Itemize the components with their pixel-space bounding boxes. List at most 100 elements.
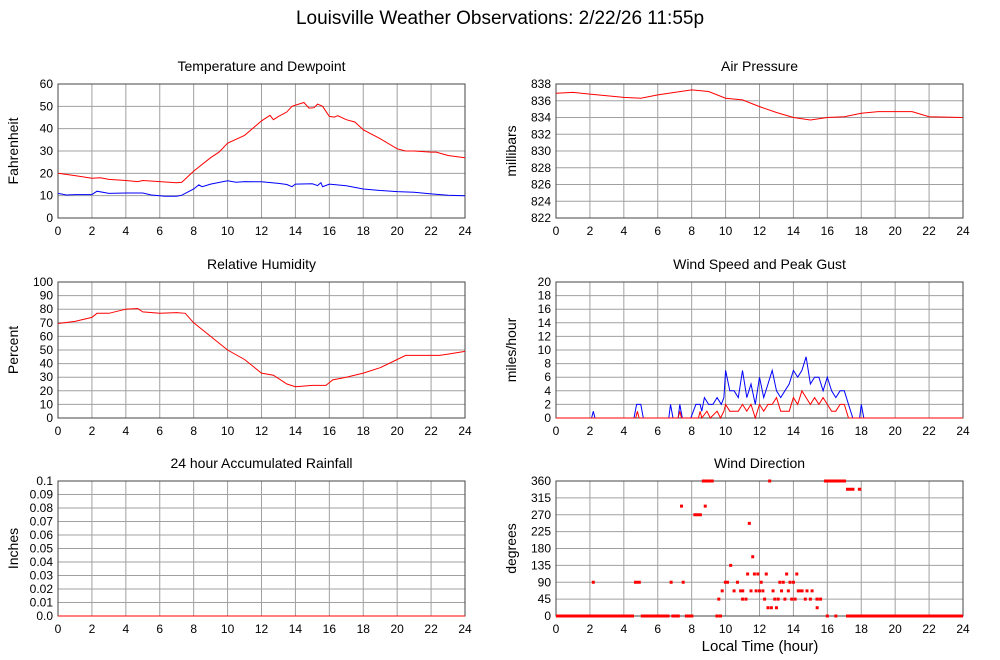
direction-point [783,597,787,601]
x-tick-label: 4 [122,424,129,438]
x-tick-label: 22 [424,622,438,636]
y-tick-label: 20 [40,166,54,180]
direction-run [715,614,719,618]
y-tick-label: 828 [531,161,551,175]
direction-point [764,572,768,576]
x-tick-label: 2 [89,424,96,438]
x-tick-label: 12 [255,224,269,238]
x-tick-label: 6 [654,622,661,636]
direction-point [774,606,778,610]
x-tick-label: 24 [956,424,970,438]
direction-run [796,589,804,593]
direction-point [761,589,765,593]
y-tick-label: 20 [538,275,552,289]
y-tick-label: 6 [544,370,551,384]
y-tick-label: 4 [544,384,551,398]
x-tick-label: 24 [956,622,970,636]
y-tick-label: 135 [531,558,551,572]
y-tick-label: 360 [531,474,551,488]
y-tick-label: 0 [46,211,53,225]
y-tick-label: 0.08 [30,501,54,515]
x-tick-label: 12 [753,622,767,636]
y-tick-label: 0.01 [30,596,54,610]
y-tick-label: 40 [40,122,54,136]
direction-point [749,589,753,593]
x-tick-label: 10 [221,424,235,438]
x-tick-label: 16 [323,622,337,636]
x-tick-label: 12 [255,622,269,636]
direction-point [769,606,773,610]
direction-point [825,614,829,618]
y-tick-label: 830 [531,144,551,158]
x-tick-label: 8 [688,424,695,438]
direction-point [810,589,814,593]
direction-run [845,614,963,618]
direction-point [747,521,751,525]
y-axis-label: Percent [5,326,21,374]
direction-point [795,572,799,576]
y-tick-label: 0.0 [36,609,53,623]
x-tick-label: 20 [888,224,902,238]
direction-point [591,580,595,584]
x-tick-label: 14 [787,622,801,636]
y-tick-label: 50 [40,343,54,357]
direction-run [739,589,745,593]
x-tick-label: 18 [357,424,371,438]
direction-point [786,589,790,593]
y-tick-label: 70 [40,316,54,330]
y-tick-label: 0.03 [30,569,54,583]
subplot-title: Relative Humidity [207,256,316,272]
direction-point [788,580,792,584]
y-tick-label: 0 [544,411,551,425]
y-tick-label: 270 [531,508,551,522]
y-tick-label: 12 [538,329,552,343]
plot-frame [555,281,964,419]
direction-point [741,597,745,601]
x-tick-label: 14 [289,224,303,238]
x-tick-label: 24 [458,622,472,636]
x-tick-label: 12 [753,424,767,438]
y-axis-label: miles/hour [503,317,519,382]
x-tick-label: 16 [323,224,337,238]
y-tick-label: 90 [40,289,54,303]
plot-frame [57,281,466,419]
direction-point [785,572,789,576]
direction-point [759,580,763,584]
y-tick-label: 30 [40,370,54,384]
x-tick-label: 2 [89,224,96,238]
subplot-3: 0 2 4 6 8 10 12 14 16 18 20 22 240102030405060708090… [5,256,472,438]
x-tick-label: 8 [688,622,695,636]
x-tick-label: 20 [390,424,404,438]
x-tick-label: 16 [821,622,835,636]
y-tick-label: 824 [531,194,551,208]
direction-run [556,614,635,618]
x-tick-label: 10 [221,622,235,636]
y-tick-label: 50 [40,99,54,113]
direction-run [640,614,670,618]
y-tick-label: 10 [40,397,54,411]
y-tick-label: 16 [538,302,552,316]
x-tick-label: 20 [390,622,404,636]
y-tick-label: 8 [544,357,551,371]
y-tick-label: 832 [531,127,551,141]
plot-frame [555,480,964,617]
direction-point [732,589,736,593]
x-tick-label: 4 [620,622,627,636]
x-tick-label: 4 [122,224,129,238]
subplot-title: Wind Direction [714,455,805,471]
x-tick-label: 24 [956,224,970,238]
x-tick-label: 16 [323,424,337,438]
x-tick-label: 4 [620,424,627,438]
series-line-1 [556,356,963,419]
subplot-2: 0 2 4 6 8 10 12 14 16 18 20 22 248228248268288308328… [503,58,970,238]
x-tick-label: 14 [289,424,303,438]
y-tick-label: 45 [538,592,552,606]
y-axis-label: millibars [503,125,519,176]
x-tick-label: 0 [55,622,62,636]
direction-point [720,589,724,593]
y-tick-label: 60 [40,77,54,91]
y-tick-label: 60 [40,329,54,343]
subplot-title: Wind Speed and Peak Gust [673,256,846,272]
direction-point [808,597,812,601]
